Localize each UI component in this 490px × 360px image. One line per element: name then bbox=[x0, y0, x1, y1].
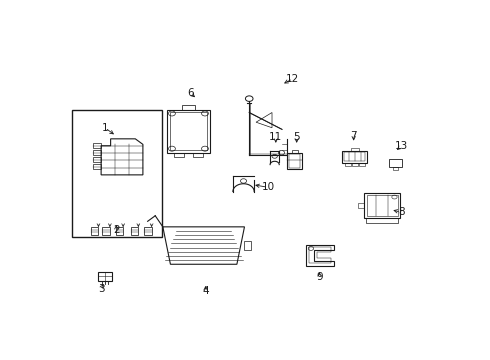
Bar bbox=[367, 195, 397, 216]
Bar bbox=[345, 163, 351, 166]
Bar bbox=[72, 110, 162, 237]
Text: 2: 2 bbox=[113, 225, 120, 235]
Text: 12: 12 bbox=[286, 74, 299, 84]
Bar bbox=[393, 167, 398, 170]
Bar bbox=[287, 153, 302, 169]
Text: 8: 8 bbox=[398, 207, 404, 217]
Bar bbox=[352, 163, 358, 166]
Bar bbox=[244, 242, 250, 250]
Bar bbox=[167, 109, 210, 153]
Bar bbox=[358, 203, 364, 208]
Bar bbox=[93, 150, 101, 155]
Text: 3: 3 bbox=[98, 284, 104, 293]
Bar bbox=[170, 112, 207, 150]
Bar bbox=[351, 148, 359, 151]
Bar bbox=[116, 227, 123, 235]
Bar bbox=[182, 105, 195, 109]
Bar bbox=[390, 159, 401, 167]
Bar bbox=[93, 164, 101, 169]
Text: 9: 9 bbox=[316, 273, 323, 283]
Bar bbox=[343, 151, 367, 163]
Bar bbox=[289, 154, 300, 168]
Bar bbox=[98, 272, 112, 281]
Bar bbox=[93, 157, 101, 162]
Bar bbox=[93, 143, 101, 148]
Text: 10: 10 bbox=[262, 183, 275, 192]
Bar bbox=[344, 152, 365, 161]
Bar bbox=[144, 227, 151, 235]
Text: 11: 11 bbox=[269, 132, 282, 143]
Bar bbox=[366, 218, 398, 223]
Bar bbox=[359, 163, 365, 166]
Bar bbox=[194, 153, 202, 157]
Bar bbox=[292, 150, 298, 153]
Text: 1: 1 bbox=[101, 123, 108, 133]
Text: 5: 5 bbox=[294, 132, 300, 143]
Text: 7: 7 bbox=[350, 131, 357, 141]
Bar bbox=[364, 193, 400, 218]
Text: 13: 13 bbox=[394, 141, 408, 151]
Bar bbox=[102, 227, 110, 235]
Text: 6: 6 bbox=[187, 88, 194, 98]
Bar bbox=[174, 153, 184, 157]
Bar bbox=[91, 227, 98, 235]
Bar bbox=[131, 227, 138, 235]
Text: 4: 4 bbox=[202, 286, 209, 296]
